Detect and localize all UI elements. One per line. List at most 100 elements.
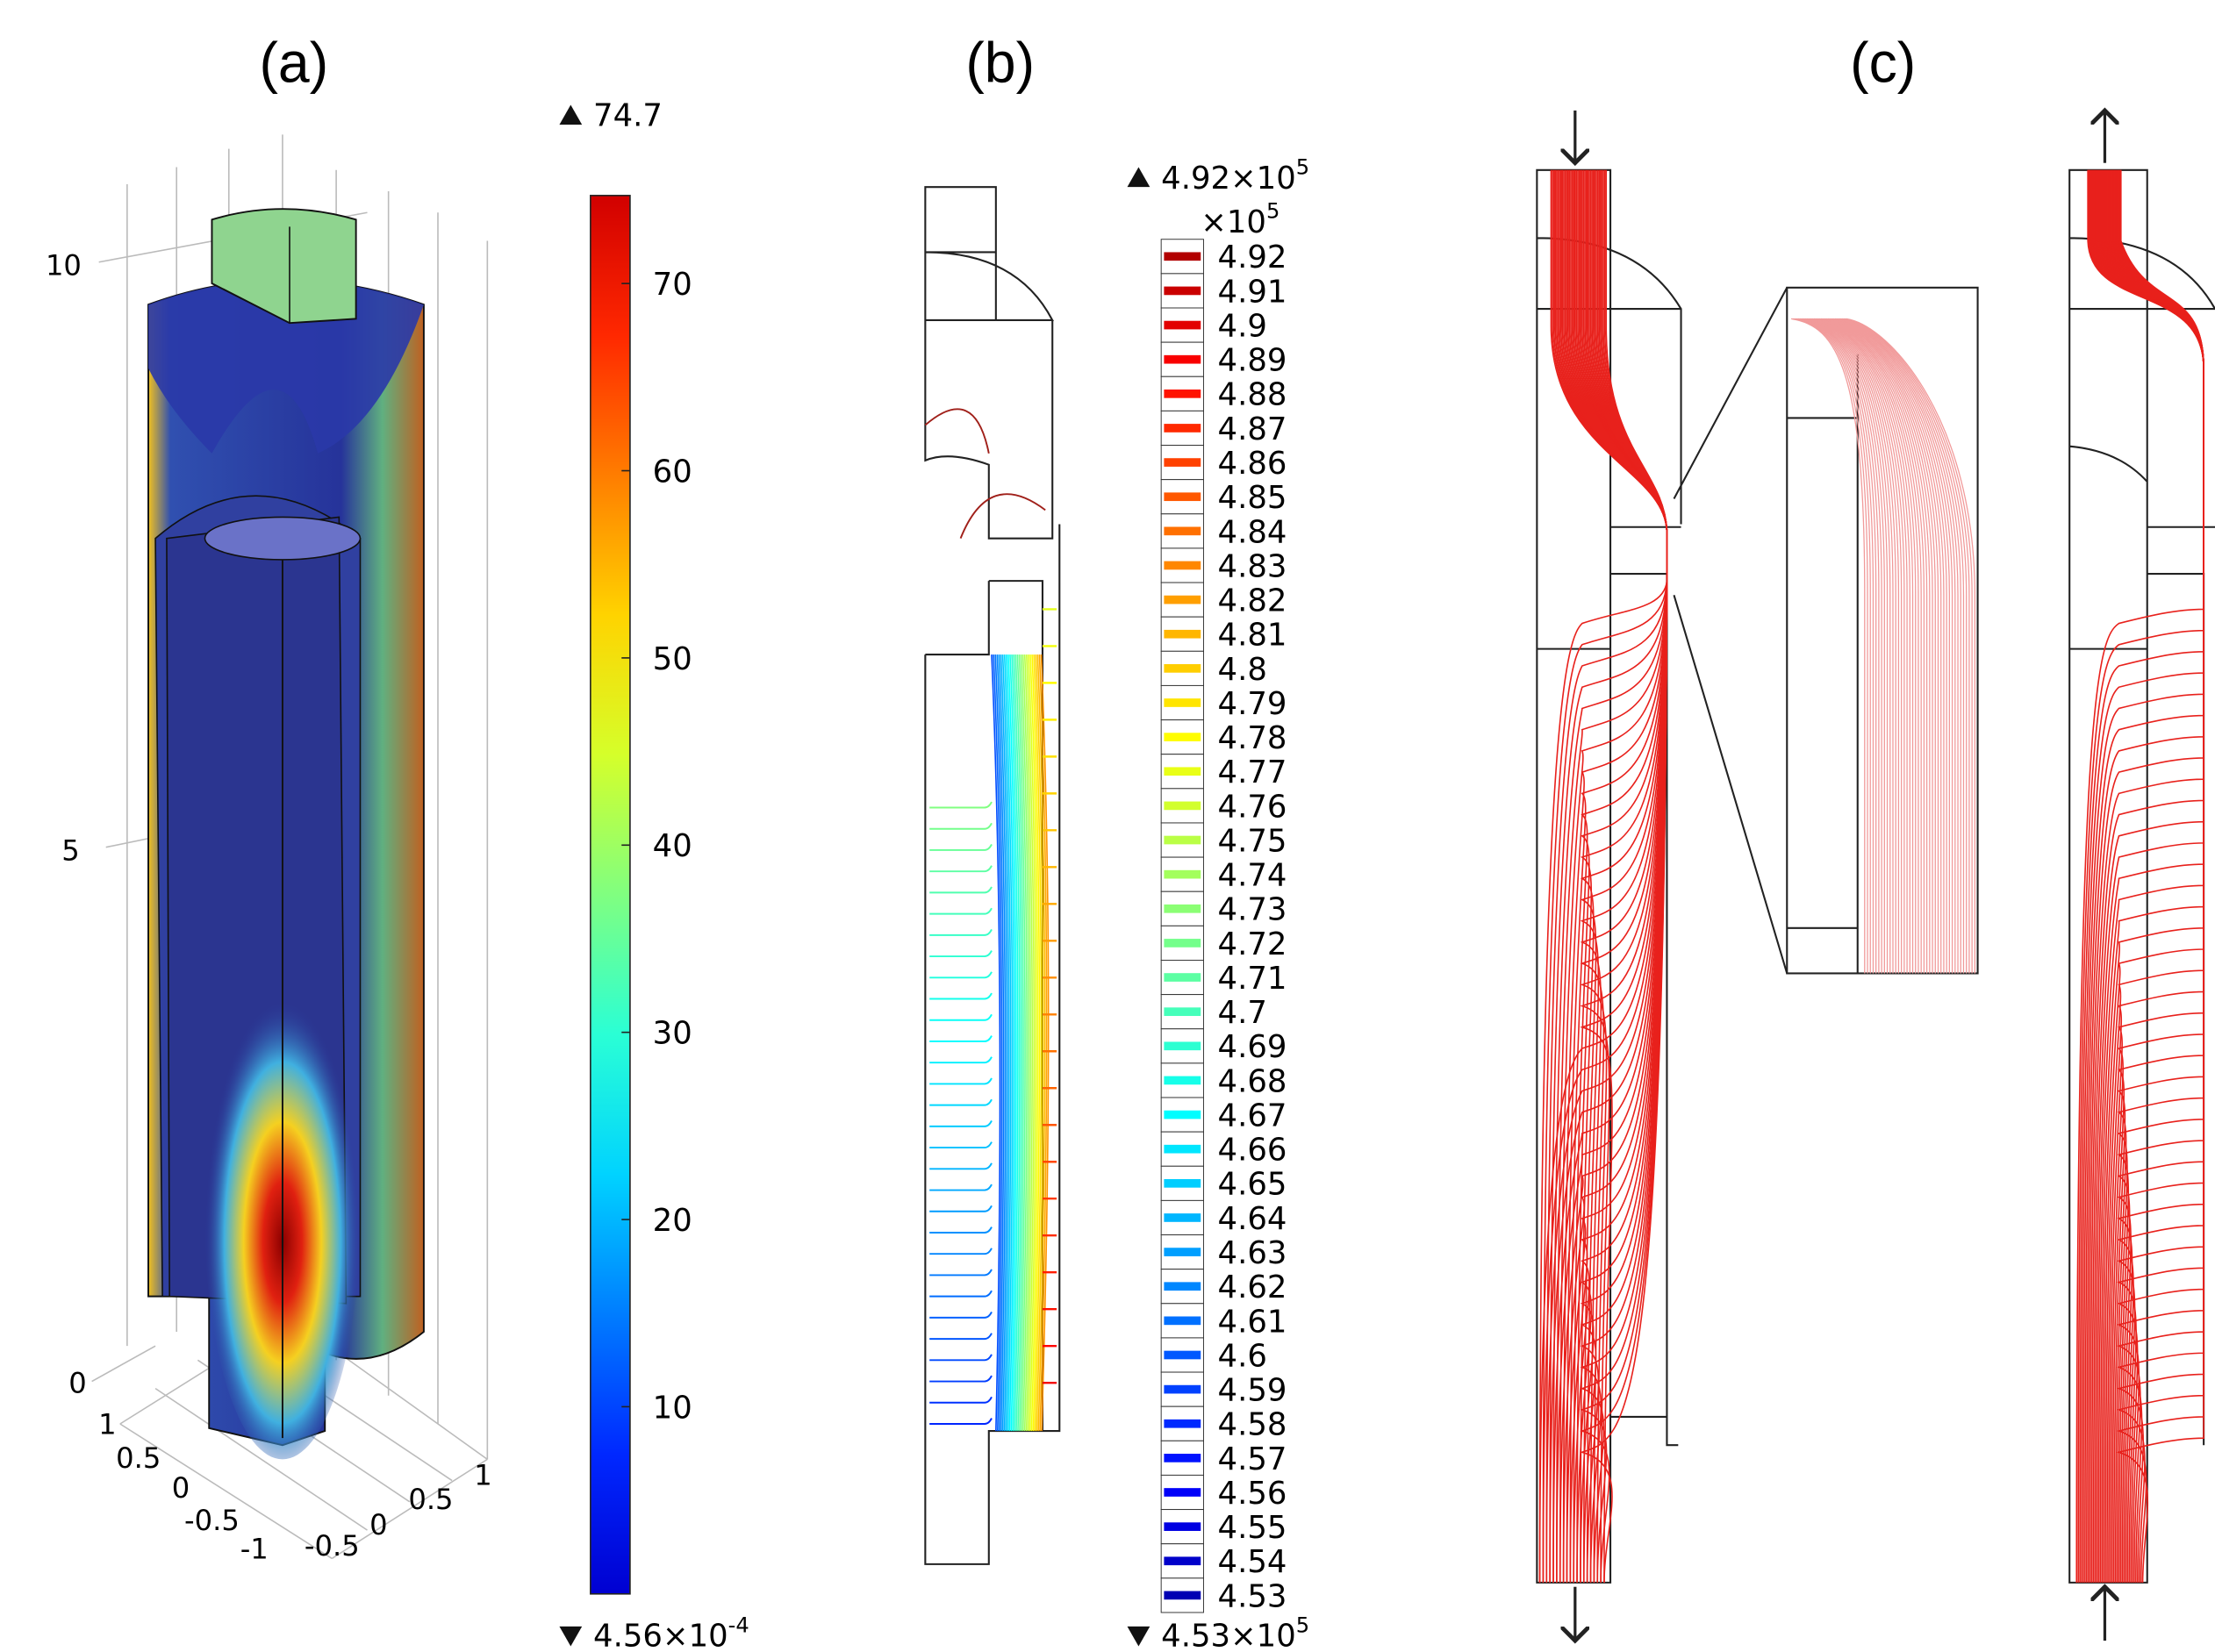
max-marker xyxy=(559,104,583,125)
legend-swatch-line xyxy=(1164,629,1201,639)
streamline xyxy=(1580,169,1668,1583)
contour xyxy=(929,1098,993,1106)
legend-label: 4.89 xyxy=(1218,343,1287,379)
legend-label: 4.7 xyxy=(1218,995,1267,1031)
contour xyxy=(929,1226,993,1234)
legend-label: 4.87 xyxy=(1218,411,1287,447)
contour xyxy=(1038,654,1048,1432)
legend-swatch-line xyxy=(1164,973,1201,982)
streamline xyxy=(1801,318,1885,974)
max-marker xyxy=(1127,167,1151,188)
legend-swatch-line xyxy=(1164,1556,1201,1566)
contour xyxy=(929,1119,993,1127)
contour xyxy=(1013,654,1022,1432)
z-tick-label: 10 xyxy=(46,248,82,282)
streamline xyxy=(2116,169,2204,1583)
contour xyxy=(991,654,1001,1432)
legend-swatch-line xyxy=(1164,1007,1201,1017)
contours xyxy=(924,408,1057,1432)
legend-label: 4.53 xyxy=(1218,1578,1287,1614)
contour xyxy=(994,654,1005,1432)
contour xyxy=(1036,654,1046,1432)
contour xyxy=(1005,654,1015,1432)
streamline xyxy=(1816,318,1917,974)
contour xyxy=(929,865,993,873)
legend-swatch-line xyxy=(1164,1419,1201,1428)
streamline xyxy=(1833,318,1951,974)
legend-label: 4.61 xyxy=(1218,1304,1287,1340)
legend-swatch-line xyxy=(1164,1522,1201,1531)
legend-swatch-line xyxy=(1164,1384,1201,1394)
legend-label: 4.77 xyxy=(1218,754,1287,790)
exponent: 5 xyxy=(1296,1613,1309,1637)
contour xyxy=(1001,654,1012,1432)
legend-label: 4.6 xyxy=(1218,1338,1267,1374)
streamline xyxy=(2116,169,2204,1583)
legend-swatch-line xyxy=(1164,424,1201,433)
contour xyxy=(1000,654,1010,1432)
min-marker xyxy=(1127,1626,1151,1647)
contour xyxy=(929,1141,993,1149)
geometry-b xyxy=(924,186,1061,1565)
legend-label: 4.83 xyxy=(1218,548,1287,584)
legend-swatch-line xyxy=(1164,492,1201,502)
mantissa: ×10 xyxy=(1201,204,1266,240)
streamline xyxy=(2105,169,2204,1583)
colorbar-max: 74.7 xyxy=(593,98,663,134)
streamline xyxy=(2116,169,2204,1583)
legend-swatch-line xyxy=(1164,835,1201,845)
z-tick-label: 0 xyxy=(68,1366,86,1399)
streamline xyxy=(1819,318,1922,974)
contour xyxy=(929,1418,993,1425)
streamline xyxy=(1841,318,1968,974)
legend-swatch-line xyxy=(1164,1248,1201,1256)
legend: 4.924.914.94.894.884.874.864.854.844.834… xyxy=(1160,239,1287,1614)
contour xyxy=(1031,654,1041,1432)
legend-swatch-line xyxy=(1164,1144,1201,1154)
streamline xyxy=(2096,169,2204,1583)
x-tick-label: -1 xyxy=(240,1532,269,1565)
contour xyxy=(929,1248,993,1255)
streamline xyxy=(2100,169,2204,1583)
streamline xyxy=(1813,318,1910,974)
streamline xyxy=(1815,318,1914,974)
legend-label: 4.66 xyxy=(1218,1133,1287,1169)
legend-swatch-line xyxy=(1164,1350,1201,1360)
contour xyxy=(929,822,993,830)
streamline xyxy=(1827,318,1939,974)
legend-swatch-line xyxy=(1164,354,1201,364)
legend-label: 4.65 xyxy=(1218,1167,1287,1203)
contour xyxy=(1033,654,1043,1432)
contour xyxy=(929,1035,993,1042)
streamline xyxy=(2108,169,2204,1583)
legend-multiplier: ×105 xyxy=(1201,199,1280,240)
contour xyxy=(1009,654,1019,1432)
legend-swatch-line xyxy=(1164,733,1201,741)
contour xyxy=(929,1375,993,1383)
exponent: 5 xyxy=(1266,199,1280,224)
legend-label: 4.91 xyxy=(1218,274,1287,310)
legend-swatch-line xyxy=(1164,320,1201,330)
legend-label: 4.74 xyxy=(1218,858,1287,894)
streamline xyxy=(1834,318,1953,974)
streamline xyxy=(1822,318,1928,974)
contour xyxy=(929,950,993,958)
streamline xyxy=(1824,318,1931,974)
streamline xyxy=(1840,318,1965,974)
streamline xyxy=(2103,169,2204,1583)
legend-swatch-line xyxy=(1164,1178,1201,1188)
contour xyxy=(929,992,993,1000)
y-tick-label: 1 xyxy=(474,1458,491,1491)
colorbar-tick-label: 20 xyxy=(653,1203,692,1239)
legend-swatch-line xyxy=(1164,526,1201,536)
streamline xyxy=(1829,318,1942,974)
contour xyxy=(929,1056,993,1064)
streamlines xyxy=(1538,169,2204,1583)
legend-label: 4.81 xyxy=(1218,618,1287,654)
streamline xyxy=(1794,318,1871,974)
panel-label: (b) xyxy=(965,32,1035,95)
contour xyxy=(929,1396,993,1404)
legend-label: 4.69 xyxy=(1218,1029,1287,1065)
streamline xyxy=(1843,318,1970,974)
legend-swatch-line xyxy=(1164,1213,1201,1222)
